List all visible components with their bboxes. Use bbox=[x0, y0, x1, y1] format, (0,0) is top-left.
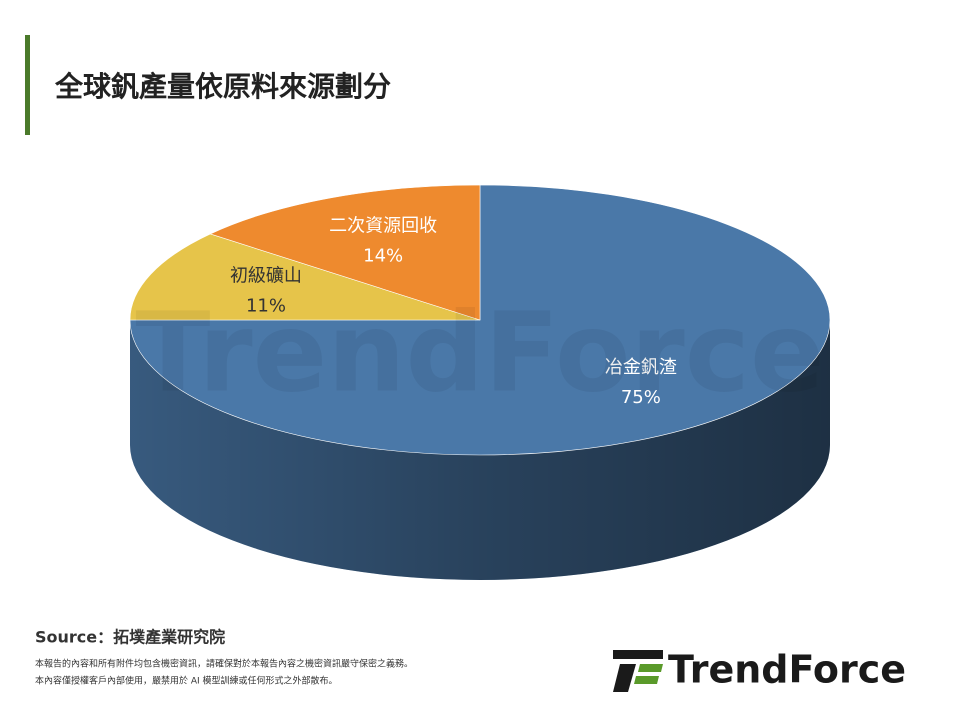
logo-text: TrendForce bbox=[668, 648, 906, 692]
slice bbox=[209, 184, 481, 321]
disclaimer-line: 本報告的內容和所有附件均包含機密資訊，請確保對於本報告內容之機密資訊嚴守保密之義… bbox=[35, 658, 413, 670]
value-label: 14% bbox=[363, 246, 403, 267]
pie-chart: 冶金釩渣 75% 初級礦山 11% 二次資源回收 14% bbox=[129, 184, 831, 580]
value-label: 11% bbox=[246, 295, 286, 316]
accent-bar bbox=[25, 35, 30, 135]
source: Source：拓墣產業研究院 bbox=[35, 628, 225, 647]
value-label: 75% bbox=[621, 387, 661, 408]
logo-icon bbox=[613, 650, 663, 692]
slice-label: 冶金釩渣 bbox=[605, 357, 677, 378]
slice bbox=[129, 233, 481, 321]
watermark: TrendForce bbox=[135, 288, 824, 416]
slice-label: 初級礦山 bbox=[230, 265, 302, 286]
title: 全球釩產量依原料來源劃分 bbox=[54, 70, 391, 103]
disclaimer-line: 本內容僅授權客戶內部使用，嚴禁用於 AI 模型訓練或任何形式之外部散布。 bbox=[35, 675, 338, 687]
slice-label: 二次資源回收 bbox=[329, 216, 437, 237]
slice-side-shade bbox=[130, 320, 830, 580]
slice bbox=[129, 184, 831, 456]
